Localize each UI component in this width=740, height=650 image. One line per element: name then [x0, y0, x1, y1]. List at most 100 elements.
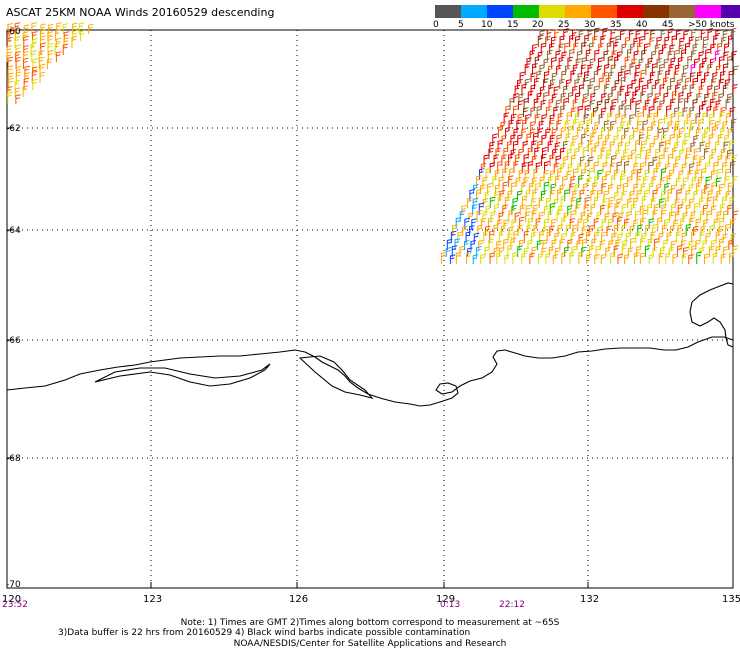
- wind-barb: [716, 190, 722, 201]
- wind-barb: [624, 141, 631, 152]
- wind-barb: [507, 233, 514, 243]
- wind-barb: [725, 112, 732, 124]
- wind-barb: [611, 154, 617, 166]
- wind-barb: [542, 239, 549, 250]
- wind-barb: [553, 198, 560, 208]
- wind-barb: [536, 92, 543, 103]
- wind-barb: [484, 191, 491, 201]
- wind-barb: [647, 238, 654, 250]
- wind-barb: [652, 189, 659, 201]
- wind-barb: [699, 155, 705, 166]
- wind-barb: [642, 209, 648, 222]
- wind-barb: [538, 196, 545, 208]
- wind-barb: [504, 254, 511, 264]
- wind-barb: [696, 71, 703, 82]
- wind-barb: [730, 218, 736, 229]
- wind-barb: [527, 161, 534, 173]
- wind-barb: [536, 70, 542, 82]
- wind-barb: [685, 42, 691, 54]
- wind-barb: [633, 162, 639, 173]
- wind-barb: [695, 36, 701, 47]
- wind-barb: [650, 197, 657, 208]
- wind-barb: [63, 31, 70, 41]
- legend-label: 20: [532, 20, 544, 30]
- wind-barb: [727, 204, 733, 215]
- wind-barb: [501, 154, 507, 166]
- wind-barb: [31, 70, 38, 83]
- wind-barb: [629, 190, 636, 201]
- wind-barb: [584, 196, 591, 208]
- wind-barb: [693, 147, 700, 159]
- wind-barb: [667, 153, 674, 166]
- wind-barb: [610, 28, 617, 40]
- wind-barb: [661, 167, 667, 180]
- wind-barb: [553, 106, 559, 117]
- wind-barb: [521, 181, 527, 194]
- wind-barb: [567, 205, 573, 215]
- wind-barb: [675, 155, 681, 166]
- wind-barb: [583, 127, 590, 138]
- wind-barb: [624, 253, 630, 264]
- wind-barb: [533, 98, 540, 110]
- wind-barb: [622, 239, 628, 250]
- wind-barb: [537, 140, 543, 152]
- wind-barb: [554, 247, 561, 257]
- wind-barb: [689, 106, 695, 117]
- wind-barb: [720, 253, 727, 264]
- wind-barb: [677, 57, 684, 68]
- wind-barb: [562, 175, 568, 187]
- wind-barb: [701, 167, 707, 180]
- wind-barb: [696, 251, 702, 264]
- wind-barb: [493, 224, 499, 236]
- wind-barb: [638, 77, 645, 89]
- wind-barb: [605, 77, 612, 89]
- wind-barb: [651, 50, 657, 61]
- wind-barb: [699, 62, 705, 75]
- legend-swatch: [591, 5, 617, 18]
- wind-barb: [547, 49, 553, 61]
- wind-barb: [621, 155, 627, 166]
- wind-barb: [467, 247, 473, 257]
- wind-barb: [560, 105, 566, 117]
- wind-barb: [521, 252, 527, 264]
- wind-barb: [561, 251, 567, 264]
- wind-barb: [715, 29, 721, 40]
- wind-barb: [480, 253, 486, 264]
- wind-barb: [707, 85, 713, 96]
- wind-barb: [532, 188, 538, 201]
- wind-barb: [72, 29, 79, 41]
- wind-barb: [605, 246, 611, 257]
- wind-barb: [693, 225, 699, 236]
- wind-barb: [683, 246, 689, 257]
- wind-barb: [490, 211, 497, 222]
- map-title: ASCAT 25KM NOAA Winds 20160529 descendin…: [6, 6, 275, 19]
- wind-barb: [599, 240, 606, 250]
- wind-barb: [560, 195, 567, 208]
- wind-barb: [587, 84, 594, 96]
- wind-barb: [692, 98, 699, 110]
- wind-barb: [558, 56, 565, 68]
- wind-barb: [711, 205, 717, 215]
- wind-barb: [723, 210, 729, 222]
- wind-barb: [591, 111, 597, 124]
- wind-barb: [87, 23, 94, 34]
- wind-barb: [595, 245, 602, 257]
- wind-barb: [534, 113, 541, 124]
- wind-barb: [689, 83, 696, 96]
- wind-barb: [583, 93, 589, 103]
- wind-barb: [641, 140, 647, 152]
- wind-barb: [678, 170, 685, 180]
- wind-barb: [502, 181, 509, 194]
- wind-barb: [467, 197, 473, 208]
- wind-barb: [531, 246, 538, 257]
- wind-barb: [681, 253, 688, 264]
- wind-barb: [477, 224, 483, 236]
- wind-barb: [607, 218, 614, 229]
- wind-barb: [604, 98, 611, 110]
- legend-label: 15: [507, 20, 519, 30]
- wind-barb: [472, 197, 479, 208]
- wind-barb: [608, 196, 615, 208]
- wind-barb: [656, 162, 662, 173]
- wind-barb: [533, 168, 539, 180]
